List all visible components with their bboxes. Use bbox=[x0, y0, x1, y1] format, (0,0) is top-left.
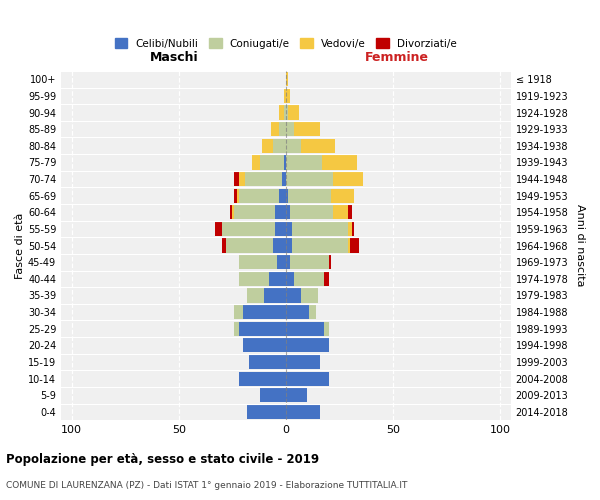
Y-axis label: Fasce di età: Fasce di età bbox=[15, 212, 25, 279]
Bar bbox=[286, 188, 288, 203]
Bar bbox=[275, 205, 286, 220]
Bar bbox=[333, 205, 348, 220]
Bar bbox=[290, 205, 333, 220]
Bar bbox=[286, 305, 310, 319]
Bar bbox=[235, 188, 236, 203]
Bar bbox=[221, 222, 275, 236]
Bar bbox=[251, 156, 260, 170]
Legend: Celibi/Nubili, Coniugati/e, Vedovi/e, Divorziati/e: Celibi/Nubili, Coniugati/e, Vedovi/e, Di… bbox=[111, 34, 461, 53]
Bar bbox=[243, 305, 286, 319]
Bar bbox=[221, 238, 226, 252]
Bar bbox=[247, 288, 265, 302]
Bar bbox=[286, 272, 295, 286]
Bar bbox=[286, 106, 288, 120]
Bar bbox=[322, 156, 356, 170]
Bar bbox=[235, 305, 243, 319]
Bar bbox=[286, 138, 301, 153]
Bar bbox=[290, 255, 329, 270]
Text: COMUNE DI LAURENZANA (PZ) - Dati ISTAT 1° gennaio 2019 - Elaborazione TUTTITALIA: COMUNE DI LAURENZANA (PZ) - Dati ISTAT 1… bbox=[6, 480, 407, 490]
Bar bbox=[281, 172, 286, 186]
Bar bbox=[247, 405, 286, 419]
Text: Popolazione per età, sesso e stato civile - 2019: Popolazione per età, sesso e stato civil… bbox=[6, 452, 319, 466]
Bar bbox=[286, 322, 325, 336]
Bar bbox=[262, 138, 273, 153]
Bar bbox=[235, 322, 239, 336]
Bar bbox=[286, 372, 329, 386]
Bar bbox=[239, 322, 286, 336]
Bar bbox=[245, 172, 281, 186]
Text: Femmine: Femmine bbox=[365, 50, 429, 64]
Bar bbox=[295, 272, 325, 286]
Bar bbox=[288, 106, 299, 120]
Bar bbox=[286, 89, 290, 103]
Bar bbox=[226, 238, 273, 252]
Bar bbox=[284, 89, 286, 103]
Bar bbox=[269, 272, 286, 286]
Bar bbox=[310, 305, 316, 319]
Bar bbox=[348, 205, 352, 220]
Bar bbox=[286, 156, 322, 170]
Text: Maschi: Maschi bbox=[150, 50, 199, 64]
Bar bbox=[292, 222, 348, 236]
Bar bbox=[275, 222, 286, 236]
Bar bbox=[295, 122, 320, 136]
Bar bbox=[260, 156, 284, 170]
Bar bbox=[286, 238, 292, 252]
Bar bbox=[301, 138, 335, 153]
Bar bbox=[265, 288, 286, 302]
Bar bbox=[331, 188, 355, 203]
Bar bbox=[215, 222, 221, 236]
Bar bbox=[333, 172, 363, 186]
Bar bbox=[277, 255, 286, 270]
Bar bbox=[325, 272, 329, 286]
Bar bbox=[239, 255, 277, 270]
Y-axis label: Anni di nascita: Anni di nascita bbox=[575, 204, 585, 287]
Bar bbox=[288, 188, 331, 203]
Bar bbox=[350, 238, 359, 252]
Bar bbox=[286, 405, 320, 419]
Bar bbox=[348, 222, 352, 236]
Bar bbox=[239, 188, 280, 203]
Bar bbox=[284, 156, 286, 170]
Bar bbox=[250, 355, 286, 369]
Bar bbox=[348, 238, 350, 252]
Bar bbox=[352, 222, 355, 236]
Bar bbox=[239, 272, 269, 286]
Bar bbox=[286, 222, 292, 236]
Bar bbox=[280, 188, 286, 203]
Bar bbox=[273, 138, 286, 153]
Bar bbox=[325, 322, 329, 336]
Bar bbox=[286, 205, 290, 220]
Bar bbox=[280, 122, 286, 136]
Bar bbox=[235, 172, 239, 186]
Bar bbox=[301, 288, 318, 302]
Bar bbox=[286, 255, 290, 270]
Bar bbox=[292, 238, 348, 252]
Bar bbox=[286, 122, 295, 136]
Bar bbox=[273, 238, 286, 252]
Bar bbox=[271, 122, 280, 136]
Bar bbox=[232, 205, 235, 220]
Bar bbox=[286, 172, 333, 186]
Bar bbox=[239, 172, 245, 186]
Bar bbox=[286, 355, 320, 369]
Bar bbox=[284, 106, 286, 120]
Bar bbox=[236, 188, 239, 203]
Bar bbox=[230, 205, 232, 220]
Bar bbox=[329, 255, 331, 270]
Bar bbox=[286, 388, 307, 402]
Bar bbox=[286, 288, 301, 302]
Bar bbox=[286, 338, 329, 352]
Bar bbox=[260, 388, 286, 402]
Bar bbox=[286, 72, 288, 86]
Bar bbox=[243, 338, 286, 352]
Bar bbox=[239, 372, 286, 386]
Bar bbox=[235, 205, 275, 220]
Bar bbox=[280, 106, 284, 120]
